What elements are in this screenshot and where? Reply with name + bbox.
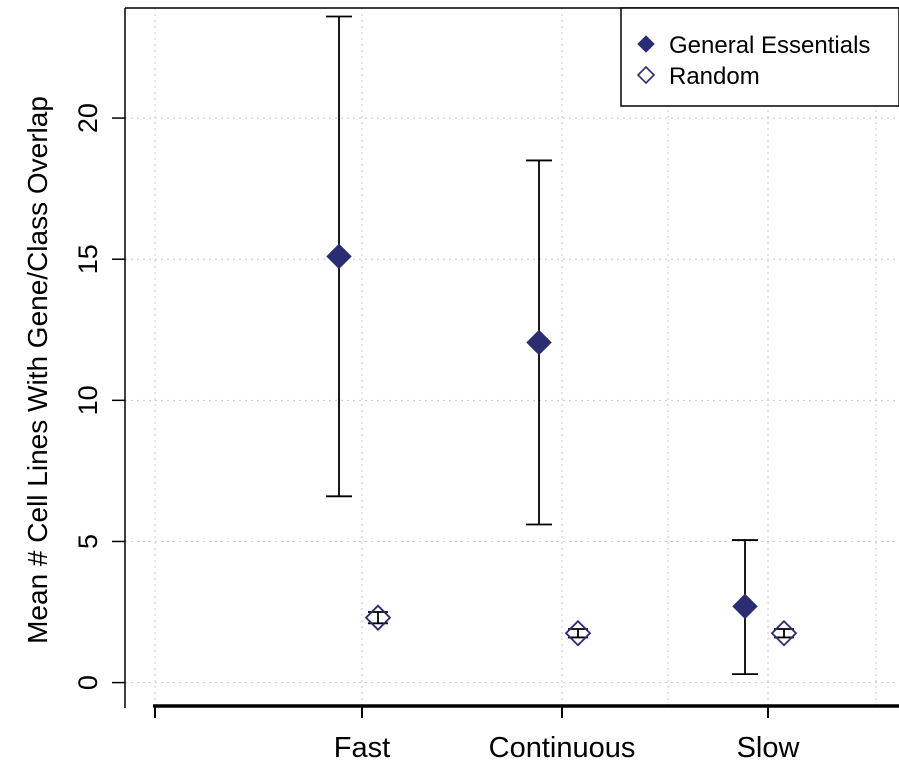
y-tick-label: 20 (73, 103, 103, 133)
x-tick-label: Slow (737, 732, 801, 759)
grid-layer (125, 8, 899, 708)
legend-marker (637, 35, 655, 53)
y-tick-label: 0 (73, 675, 103, 690)
data-point-random (564, 619, 592, 647)
y-tick-label: 10 (73, 385, 103, 415)
legend-label: General Essentials (669, 32, 870, 59)
legend-box (620, 7, 899, 107)
data-point-general-essentials (526, 329, 552, 356)
data-point-general-essentials (732, 593, 758, 620)
y-tick-label: 15 (73, 244, 103, 274)
y-tick-label: 5 (73, 534, 103, 549)
data-point-random (364, 604, 392, 631)
marks-layer (326, 15, 798, 676)
data-point-general-essentials (326, 243, 352, 270)
legend-marker (636, 65, 656, 85)
y-axis-label: Mean # Cell Lines With Gene/Class Overla… (22, 96, 53, 644)
x-tick-label: Continuous (489, 732, 636, 759)
legend: General Essentials Random (620, 7, 899, 107)
data-point-random (770, 619, 798, 647)
axes-layer: Mean # Cell Lines With Gene/Class Overla… (22, 7, 899, 764)
legend-label: Random (669, 63, 760, 90)
x-tick-label: Fast (334, 732, 390, 759)
